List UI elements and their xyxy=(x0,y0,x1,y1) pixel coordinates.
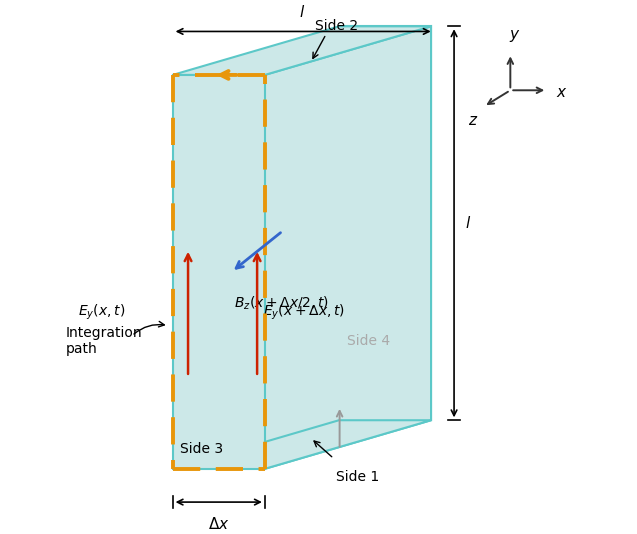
Text: $y$: $y$ xyxy=(508,28,520,44)
Text: Side 3: Side 3 xyxy=(180,442,224,456)
Text: $E_y(x+\Delta x,t)$: $E_y(x+\Delta x,t)$ xyxy=(263,303,345,323)
Text: $\Delta x$: $\Delta x$ xyxy=(208,516,229,532)
Text: Side 4: Side 4 xyxy=(347,334,390,348)
Polygon shape xyxy=(173,26,431,75)
Polygon shape xyxy=(339,26,431,420)
Text: Side 1: Side 1 xyxy=(336,470,380,484)
Text: Side 2: Side 2 xyxy=(315,19,358,33)
Text: $E_y(x,t)$: $E_y(x,t)$ xyxy=(78,303,125,323)
Text: Integration
path: Integration path xyxy=(65,326,142,356)
Text: $z$: $z$ xyxy=(468,114,478,128)
Text: $x$: $x$ xyxy=(556,86,568,100)
Polygon shape xyxy=(173,75,265,469)
Text: $l$: $l$ xyxy=(299,4,305,20)
Text: $l$: $l$ xyxy=(465,215,471,231)
Polygon shape xyxy=(265,26,431,469)
Text: $B_z(x+\Delta x/2,t)$: $B_z(x+\Delta x/2,t)$ xyxy=(234,295,329,312)
Polygon shape xyxy=(173,420,431,469)
